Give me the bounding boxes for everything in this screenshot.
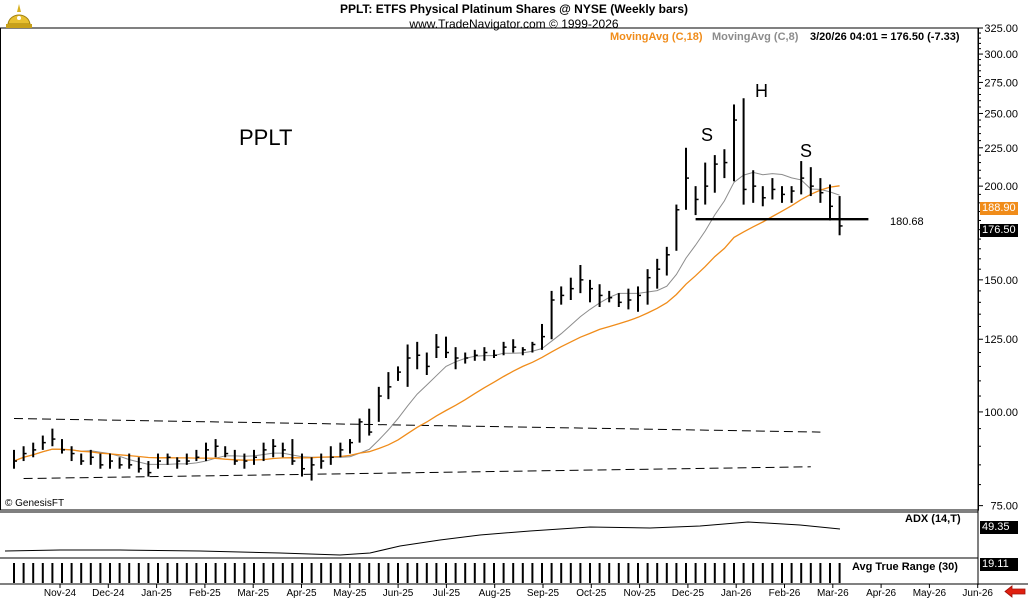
x-tick-label: May-26 [913, 588, 947, 599]
y-tick-label: 225.00 [984, 143, 1018, 155]
price-axis: 75.00100.00125.00150.00175.00200.00225.0… [978, 23, 1018, 513]
time-axis: Nov-24 Dec-24 Jan-25 Feb-25 Mar-25 Apr-25 May-… [44, 584, 993, 599]
x-tick-label: Jan-25 [141, 588, 172, 599]
y-tick-label: 275.00 [984, 77, 1018, 89]
legend-ma8: MovingAvg (C,8) [712, 31, 799, 43]
y-tick-label: 300.00 [984, 49, 1018, 61]
x-tick-label: Sep-25 [527, 588, 560, 599]
price-bars [13, 98, 843, 481]
ma8-line [13, 171, 840, 465]
adx-label: ADX (14,T) [905, 513, 961, 525]
x-tick-label: Dec-24 [92, 588, 125, 599]
copyright: © GenesisFT [5, 498, 65, 509]
x-tick-label: Aug-25 [479, 588, 512, 599]
atr-value-tag: 19.11 [980, 558, 1018, 571]
y-tick-label: 125.00 [984, 334, 1018, 346]
trade-navigator-logo-icon [6, 4, 32, 28]
adx-value-tag: 49.35 [980, 521, 1018, 534]
ma18-line [13, 185, 840, 462]
last-price-tag: 176.50 [980, 224, 1018, 237]
x-tick-label: May-25 [333, 588, 367, 599]
trendlines [13, 418, 821, 480]
x-tick-label: Nov-25 [623, 588, 656, 599]
x-tick-label: Mar-25 [237, 588, 269, 599]
dashed-trendline [23, 466, 811, 480]
dashed-trendline [13, 418, 821, 433]
y-tick-label: 325.00 [984, 23, 1018, 35]
y-tick-label: 150.00 [984, 275, 1018, 287]
annotation-head: H [755, 81, 768, 101]
x-tick-label: Feb-26 [769, 588, 801, 599]
y-tick-label: 100.00 [984, 407, 1018, 419]
x-tick-label: Jun-26 [962, 588, 993, 599]
annotation-ticker: PPLT [239, 125, 293, 150]
y-tick-label: 250.00 [984, 108, 1018, 120]
annotation-right-shoulder: S [800, 141, 813, 161]
x-tick-label: Jun-25 [383, 588, 414, 599]
annotation-neckline-value: 180.68 [890, 216, 924, 228]
x-tick-label: Nov-24 [44, 588, 77, 599]
adx-panel [4, 521, 841, 556]
chart-source: www.TradeNavigator.com © 1999-2026 [409, 17, 619, 31]
legend-quote: 3/20/26 04:01 = 176.50 (-7.33) [810, 31, 960, 43]
price-panel-border [0, 27, 979, 511]
atr-panel [13, 563, 841, 583]
x-tick-label: Oct-25 [576, 588, 606, 599]
y-tick-label: 75.00 [990, 501, 1018, 513]
x-tick-label: Apr-25 [286, 588, 316, 599]
chart-frame [0, 27, 1028, 585]
annotation-left-shoulder: S [701, 125, 714, 145]
legend-ma18: MovingAvg (C,18) [610, 31, 703, 43]
atr-label: Avg True Range (30) [852, 561, 958, 573]
x-tick-label: Feb-25 [189, 588, 221, 599]
x-tick-label: Jan-26 [721, 588, 752, 599]
chart-title: PPLT: ETFS Physical Platinum Shares @ NY… [339, 2, 689, 16]
scroll-right-arrow-icon[interactable] [1004, 585, 1026, 598]
x-tick-label: Dec-25 [672, 588, 705, 599]
moving-averages [13, 171, 840, 465]
ma18-price-tag: 188.90 [980, 202, 1018, 215]
x-tick-label: Mar-26 [817, 588, 849, 599]
adx-line [4, 521, 841, 556]
x-tick-label: Apr-26 [866, 588, 896, 599]
x-tick-label: Jul-25 [433, 588, 461, 599]
y-tick-label: 200.00 [984, 181, 1018, 193]
